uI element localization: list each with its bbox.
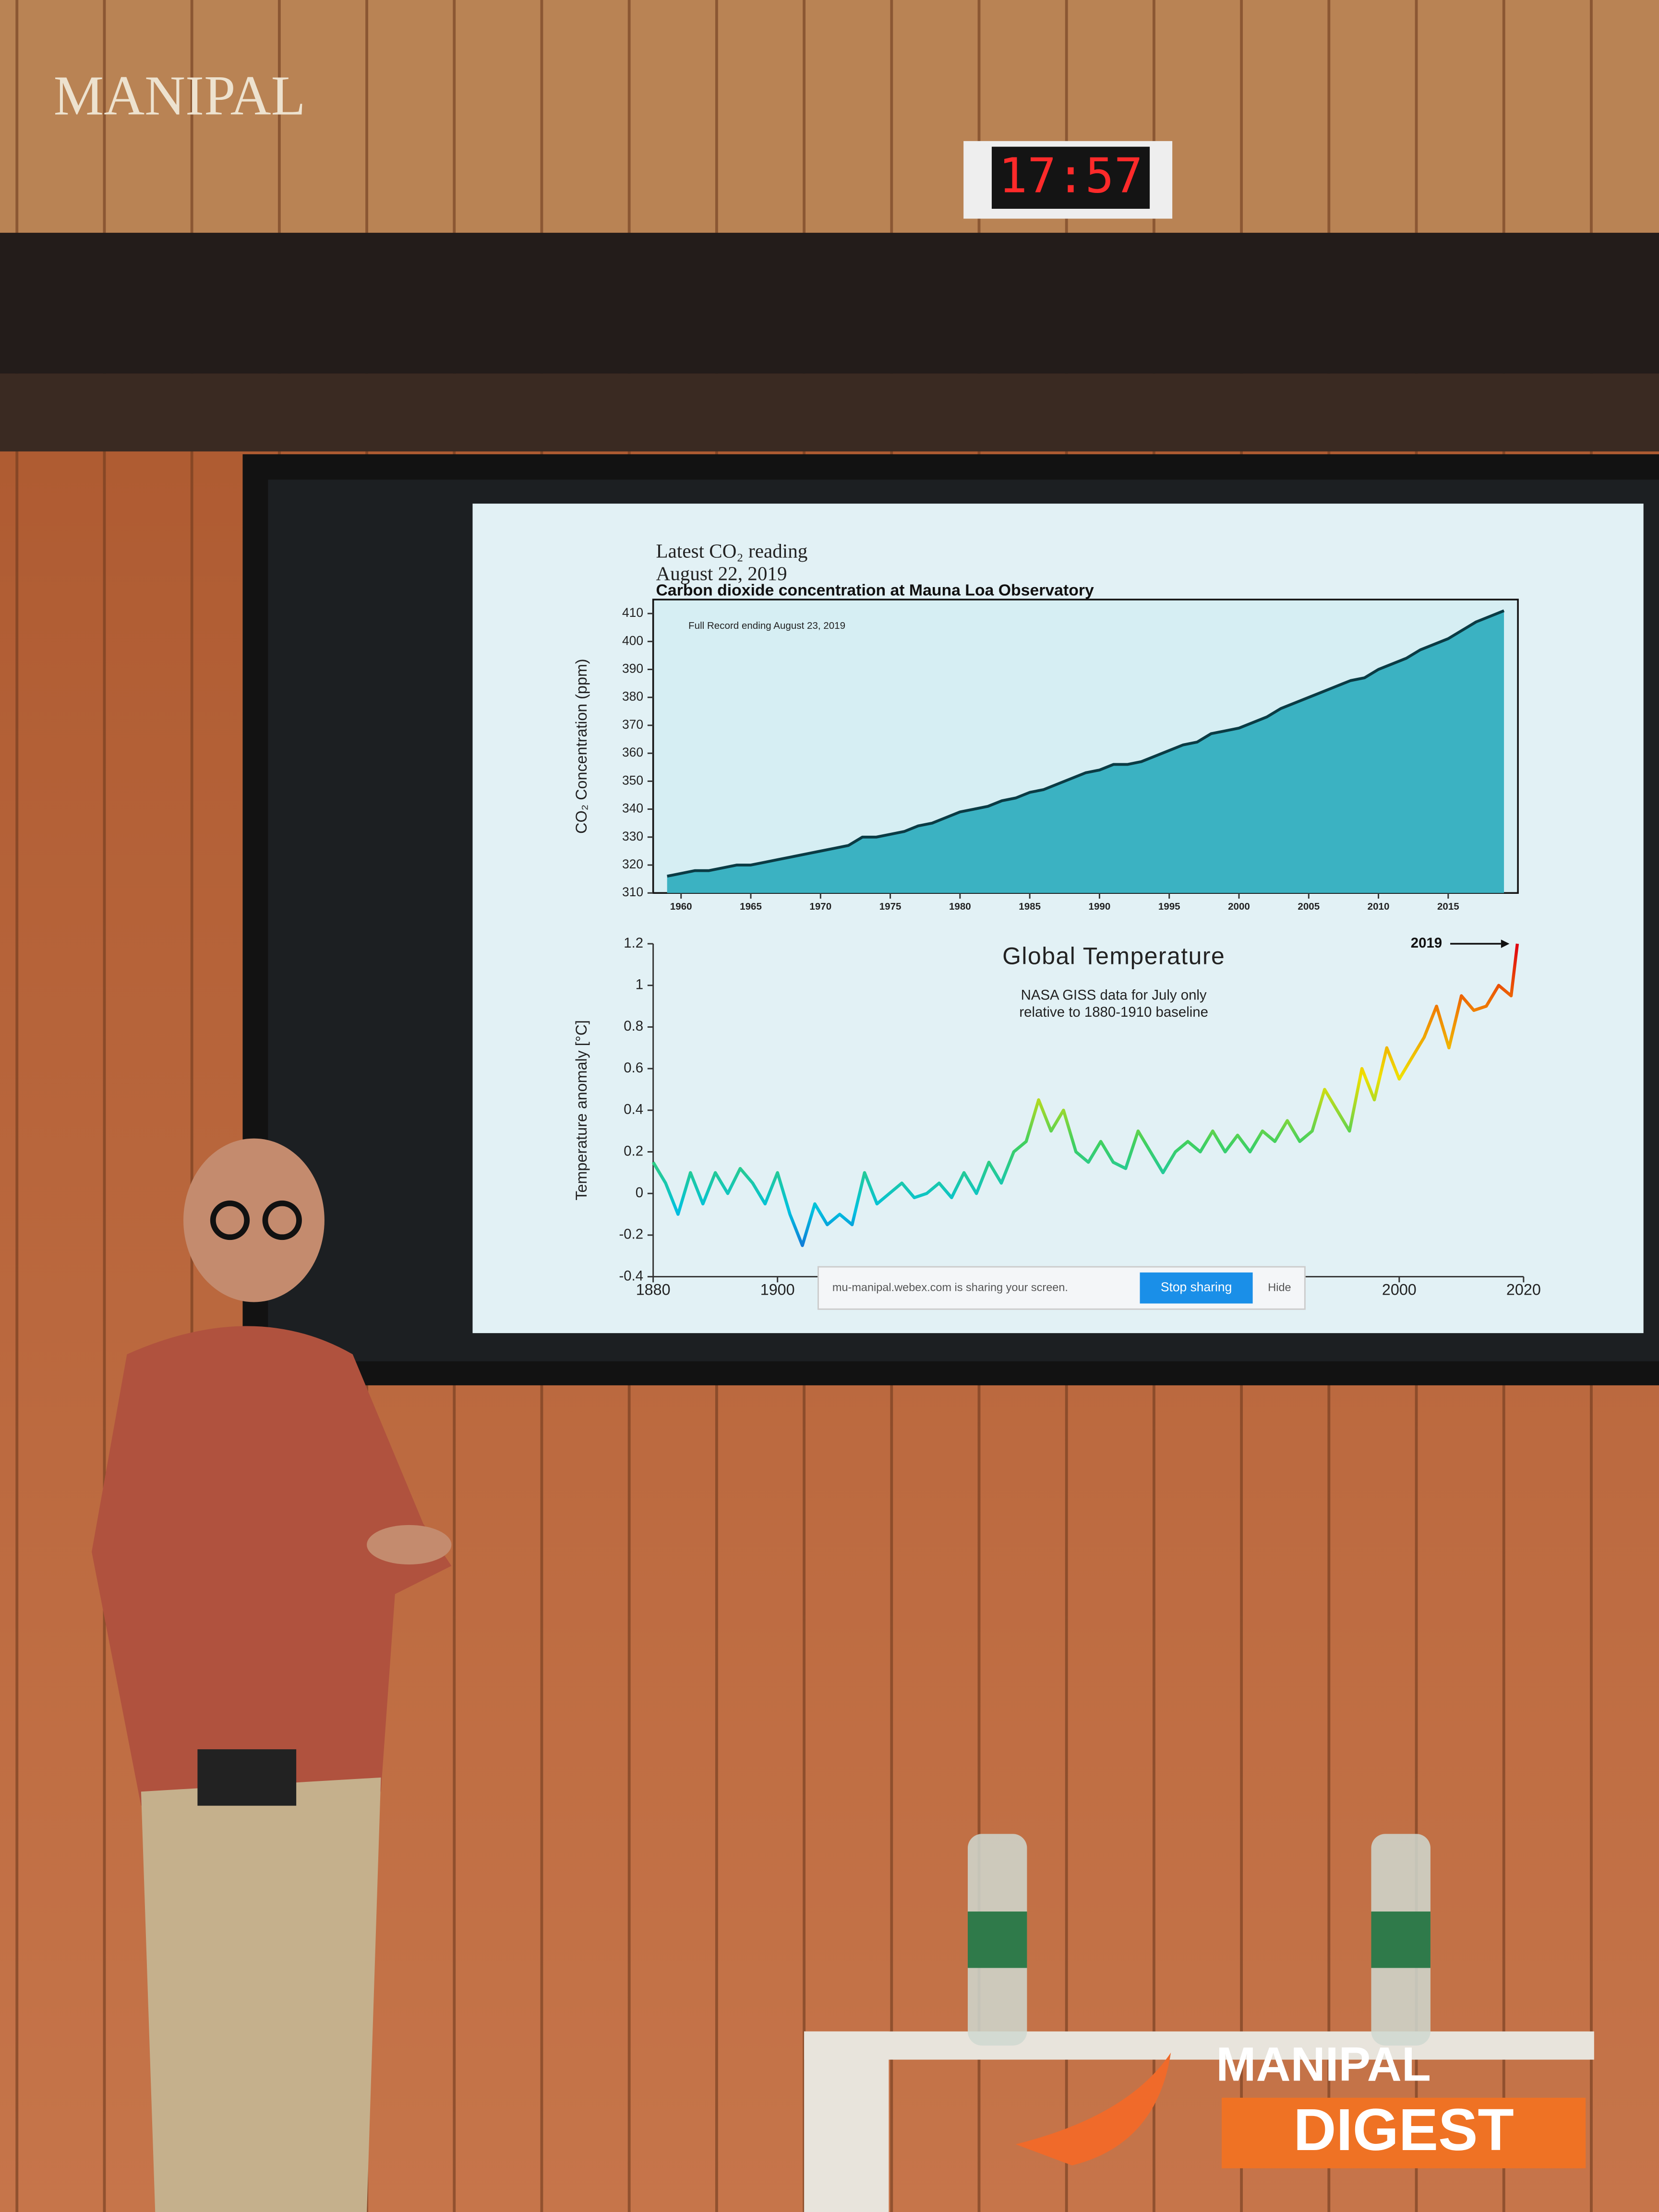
line — [651, 943, 1519, 1247]
annotation: relative to 1880-1910 baseline — [1019, 1004, 1208, 1020]
logo-line2: DIGEST — [1293, 2097, 1514, 2163]
y-tick-label: 0 — [636, 1185, 643, 1201]
y-tick-label: 0.2 — [624, 1143, 643, 1159]
y-tick-label: 350 — [622, 773, 643, 787]
upper-panel — [0, 0, 1659, 233]
y-tick-label: 390 — [622, 661, 643, 676]
vent-band — [0, 373, 1659, 452]
x-tick-label: 1980 — [949, 901, 971, 912]
x-tick-label: 2000 — [1382, 1281, 1417, 1298]
x-tick-label: 1965 — [740, 901, 762, 912]
y-tick-label: 0.6 — [624, 1060, 643, 1076]
x-tick-label: 2005 — [1298, 901, 1320, 912]
y-tick-label: 410 — [622, 605, 643, 620]
share-message: mu-manipal.webex.com is sharing your scr… — [832, 1281, 1068, 1293]
x-tick-label: 2000 — [1228, 901, 1250, 912]
y-tick-label: 0.4 — [624, 1102, 643, 1118]
area — [667, 611, 1504, 893]
x-tick-label: 1995 — [1158, 901, 1180, 912]
y-tick-label: 380 — [622, 689, 643, 704]
y-tick-label: 370 — [622, 717, 643, 732]
hide-link[interactable]: Hide — [1268, 1281, 1291, 1293]
bottle-label — [1371, 1911, 1431, 1968]
y-axis-label: CO₂ Concentration (ppm) — [573, 659, 590, 834]
y-tick-label: 340 — [622, 801, 643, 816]
logo-line1: MANIPAL — [1216, 2038, 1431, 2092]
charts: 310 320 330 340 350 360 370 380 390 400 410 1960 196… — [573, 581, 1541, 1298]
y-tick-label: 360 — [622, 745, 643, 759]
chart-title: Carbon dioxide concentration at Mauna Lo… — [656, 581, 1094, 599]
y-tick-label: 0.8 — [624, 1018, 643, 1034]
x-tick-label: 1985 — [1019, 901, 1041, 912]
annotation: NASA GISS data for July only — [1021, 987, 1207, 1003]
x-tick-label: 1970 — [809, 901, 831, 912]
logo-box — [1221, 2097, 1586, 2168]
y-tick-label: 310 — [622, 885, 643, 899]
sign-text: MANIPAL — [54, 65, 306, 127]
table — [804, 2031, 1594, 2060]
chart-subtitle: Full Record ending August 23, 2019 — [688, 620, 845, 631]
y-tick-label: 320 — [622, 857, 643, 871]
x-tick-label: 1975 — [879, 901, 902, 912]
table-leg — [804, 2031, 889, 2212]
slide-heading: Latest CO₂ reading — [656, 540, 808, 562]
y-tick-label: 400 — [622, 633, 643, 648]
slide-heading: August 22, 2019 — [656, 562, 787, 584]
logo-swoosh — [1015, 2052, 1171, 2166]
annotation: 2019 — [1411, 935, 1442, 951]
x-tick-label: 1900 — [760, 1281, 795, 1298]
clock-digits: 17:57 — [998, 148, 1143, 204]
x-tick-label: 2010 — [1368, 901, 1390, 912]
line — [667, 609, 1505, 878]
presenter — [92, 1138, 452, 2212]
y-tick-label: 1.2 — [624, 935, 643, 951]
bottle-label — [968, 1911, 1027, 1968]
chart-title: Global Temperature — [1002, 943, 1225, 970]
x-tick-label: 1990 — [1089, 901, 1111, 912]
x-tick-label: 1960 — [670, 901, 692, 912]
x-tick-label: 1880 — [636, 1281, 671, 1298]
y-tick-label: 330 — [622, 829, 643, 843]
dark-band — [0, 232, 1659, 374]
y-tick-label: 1 — [636, 977, 643, 993]
clock-face — [991, 146, 1150, 209]
stop-sharing-label[interactable]: Stop sharing — [1161, 1280, 1232, 1294]
stop-sharing-button[interactable] — [1140, 1272, 1253, 1304]
x-tick-label: 2020 — [1506, 1281, 1541, 1298]
y-tick-label: -0.4 — [619, 1268, 643, 1284]
x-tick-label: 2015 — [1437, 901, 1459, 912]
y-axis-label: Temperature anomaly [°C] — [573, 1020, 590, 1201]
annotation-arrowhead — [1501, 939, 1510, 948]
y-tick-label: -0.2 — [619, 1226, 643, 1242]
